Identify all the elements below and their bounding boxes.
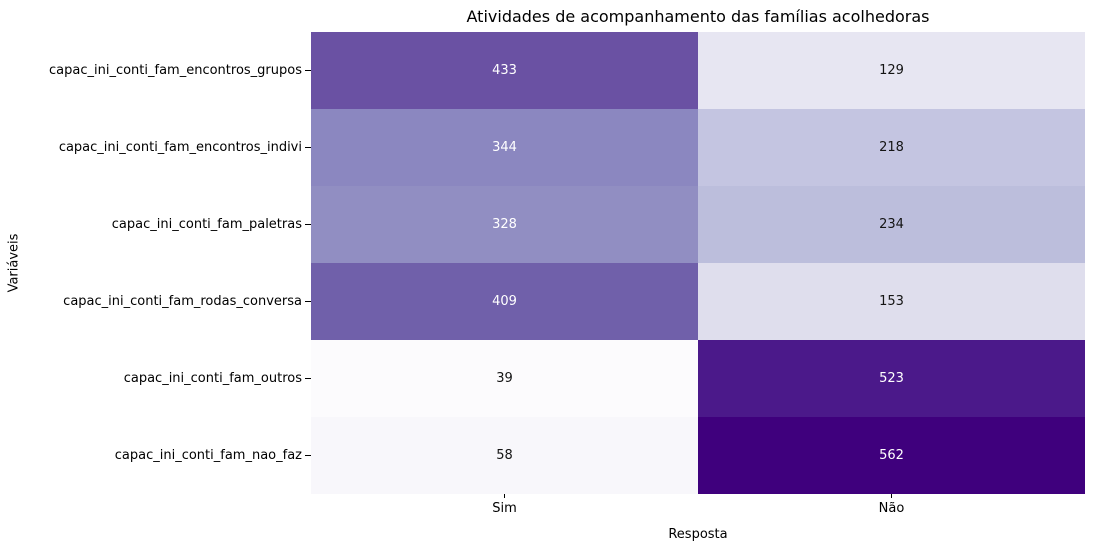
heatmap-cell: 234 xyxy=(698,186,1085,263)
heatmap-cell: 129 xyxy=(698,32,1085,109)
y-tick-mark xyxy=(305,69,311,72)
y-tick: capac_ini_conti_fam_paletras xyxy=(0,186,311,263)
y-tick-mark xyxy=(305,146,311,149)
x-tick: Sim xyxy=(311,494,698,516)
heatmap-cell: 523 xyxy=(698,340,1085,417)
y-tick: capac_ini_conti_fam_nao_faz xyxy=(0,417,311,494)
heatmap-cell: 153 xyxy=(698,263,1085,340)
y-tick: capac_ini_conti_fam_encontros_indivi xyxy=(0,109,311,186)
x-axis-label: Resposta xyxy=(668,527,728,542)
x-tick-label: Não xyxy=(878,501,905,516)
x-tick: Não xyxy=(698,494,1085,516)
y-tick: capac_ini_conti_fam_outros xyxy=(0,340,311,417)
heatmap-cell: 409 xyxy=(311,263,698,340)
y-tick-label: capac_ini_conti_fam_paletras xyxy=(111,217,302,232)
y-tick-mark xyxy=(305,223,311,226)
y-tick-label: capac_ini_conti_fam_encontros_indivi xyxy=(58,140,302,155)
x-tick-mark xyxy=(503,494,506,498)
x-tick-mark xyxy=(890,494,893,498)
x-tick-labels: Sim Não xyxy=(311,494,1085,516)
heatmap-cell: 328 xyxy=(311,186,698,263)
heatmap-cell: 39 xyxy=(311,340,698,417)
x-tick-label: Sim xyxy=(492,501,517,516)
y-tick-label: capac_ini_conti_fam_rodas_conversa xyxy=(63,294,302,309)
heatmap-cell: 344 xyxy=(311,109,698,186)
y-tick-mark xyxy=(305,454,311,457)
heatmap-cell: 562 xyxy=(698,417,1085,494)
heatmap-cell: 218 xyxy=(698,109,1085,186)
y-tick-label: capac_ini_conti_fam_outros xyxy=(123,371,302,386)
y-tick-mark xyxy=(305,300,311,303)
chart-title: Atividades de acompanhamento das família… xyxy=(466,7,930,26)
heatmap-grid: 433 129 344 218 328 234 409 153 39 523 58 562 xyxy=(311,32,1085,494)
y-tick: capac_ini_conti_fam_rodas_conversa xyxy=(0,263,311,340)
y-tick-label: capac_ini_conti_fam_nao_faz xyxy=(114,448,302,463)
y-tick: capac_ini_conti_fam_encontros_grupos xyxy=(0,32,311,109)
heatmap-cell: 433 xyxy=(311,32,698,109)
y-tick-mark xyxy=(305,377,311,380)
heatmap-cell: 58 xyxy=(311,417,698,494)
y-tick-label: capac_ini_conti_fam_encontros_grupos xyxy=(49,63,302,78)
